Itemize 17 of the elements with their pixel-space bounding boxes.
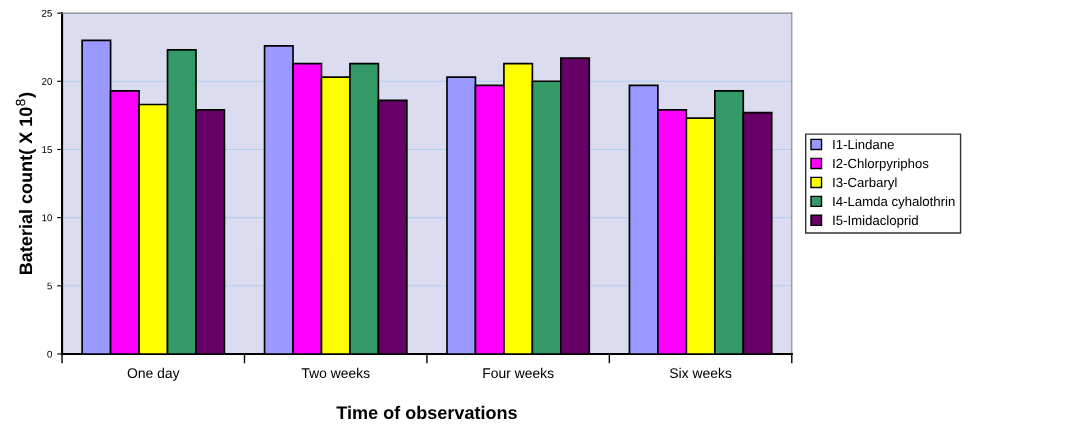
y-tick-label: 20 xyxy=(42,78,52,85)
y-axis-title: Baterial count( X 10$^{8}$) xyxy=(15,92,36,275)
y-tick-label: 25 xyxy=(42,9,52,17)
x-tick-label: Six weeks xyxy=(669,367,732,379)
legend-label: I2-Chlorpyriphos xyxy=(833,158,929,171)
x-tick-label: Four weeks xyxy=(483,367,554,379)
y-tick-label: 0 xyxy=(47,350,52,358)
legend-label: I3-Carbaryl xyxy=(833,177,897,190)
x-tick-label: Two weeks xyxy=(301,367,370,379)
legend-label: I1-Lindane xyxy=(833,139,894,150)
x-tick-label: One day xyxy=(127,367,180,381)
legend-label: I5-Imidacloprid xyxy=(833,215,918,228)
y-tick-label: 10 xyxy=(42,214,52,222)
x-axis-title: Time of observations xyxy=(336,405,517,420)
y-tick-label: 15 xyxy=(42,146,52,154)
legend-label: I4-Lamda cyhalothrin xyxy=(833,196,955,209)
y-tick-label: 5 xyxy=(47,282,52,290)
